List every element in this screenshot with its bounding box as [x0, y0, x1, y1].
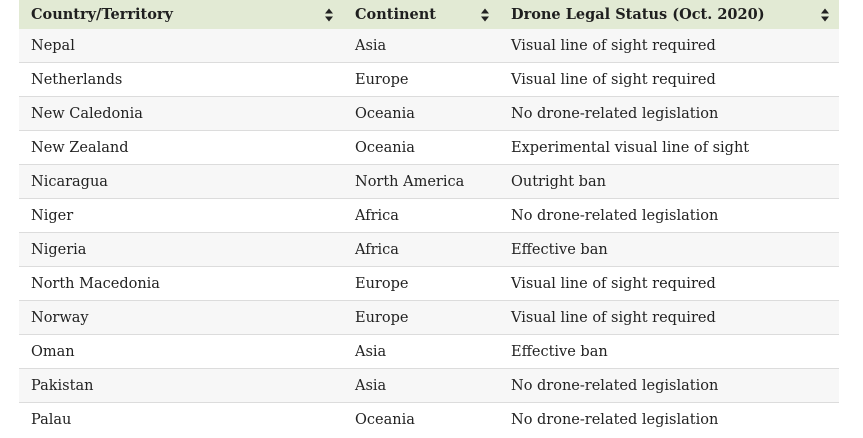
cell-country: Pakistan [19, 368, 343, 403]
cell-continent: Africa [343, 198, 499, 233]
cell-continent: Europe [343, 300, 499, 335]
cell-country: Netherlands [19, 62, 343, 97]
cell-legal-status: No drone-related legislation [499, 402, 839, 436]
table-row: Oman Asia Effective ban [19, 334, 839, 369]
column-header-label: Drone Legal Status (Oct. 2020) [511, 6, 765, 23]
table-row: New Zealand Oceania Experimental visual li… [19, 130, 839, 165]
cell-continent: Asia [343, 29, 499, 63]
cell-legal-status: Effective ban [499, 232, 839, 267]
cell-legal-status: Effective ban [499, 334, 839, 369]
cell-legal-status: Visual line of sight required [499, 29, 839, 63]
table-row: Norway Europe Visual line of sight require… [19, 300, 839, 335]
cell-legal-status: No drone-related legislation [499, 96, 839, 131]
drone-law-table-container: Country/Territory Continent Drone Legal … [19, 0, 839, 436]
cell-continent: Europe [343, 62, 499, 97]
cell-legal-status: Visual line of sight required [499, 266, 839, 301]
table-body: Nepal Asia Visual line of sight required Ne… [19, 29, 839, 436]
cell-country: Nigeria [19, 232, 343, 267]
cell-continent: Asia [343, 368, 499, 403]
cell-legal-status: Experimental visual line of sight [499, 130, 839, 165]
column-header-label: Country/Territory [31, 6, 173, 23]
cell-continent: Asia [343, 334, 499, 369]
table-row: Nepal Asia Visual line of sight required [19, 29, 839, 63]
cell-country: Nicaragua [19, 164, 343, 199]
table-row: North Macedonia Europe Visual line of sigh… [19, 266, 839, 301]
table-row: Pakistan Asia No drone-related legislation [19, 368, 839, 403]
table-row: Nicaragua North America Outright ban [19, 164, 839, 199]
cell-continent: Oceania [343, 402, 499, 436]
column-header-legal-status[interactable]: Drone Legal Status (Oct. 2020) [499, 0, 839, 29]
cell-country: Palau [19, 402, 343, 436]
cell-country: Norway [19, 300, 343, 335]
cell-country: Nepal [19, 29, 343, 63]
table-row: Niger Africa No drone-related legislation [19, 198, 839, 233]
cell-country: Oman [19, 334, 343, 369]
cell-continent: Oceania [343, 130, 499, 165]
cell-continent: Oceania [343, 96, 499, 131]
cell-country: North Macedonia [19, 266, 343, 301]
table-row: New Caledonia Oceania No drone-related leg… [19, 96, 839, 131]
cell-legal-status: Visual line of sight required [499, 300, 839, 335]
cell-legal-status: Visual line of sight required [499, 62, 839, 97]
cell-continent: Africa [343, 232, 499, 267]
sort-up-down-icon[interactable] [325, 8, 333, 21]
sort-up-down-icon[interactable] [481, 8, 489, 21]
cell-legal-status: No drone-related legislation [499, 368, 839, 403]
cell-continent: North America [343, 164, 499, 199]
table-row: Palau Oceania No drone-related legislation [19, 402, 839, 436]
sort-up-down-icon[interactable] [821, 8, 829, 21]
cell-country: New Caledonia [19, 96, 343, 131]
table-row: Nigeria Africa Effective ban [19, 232, 839, 267]
cell-country: New Zealand [19, 130, 343, 165]
cell-continent: Europe [343, 266, 499, 301]
cell-country: Niger [19, 198, 343, 233]
column-header-continent[interactable]: Continent [343, 0, 499, 29]
table-header-row: Country/Territory Continent Drone Legal … [19, 0, 839, 29]
drone-law-table: Country/Territory Continent Drone Legal … [19, 0, 839, 436]
cell-legal-status: Outright ban [499, 164, 839, 199]
column-header-country[interactable]: Country/Territory [19, 0, 343, 29]
column-header-label: Continent [355, 6, 436, 23]
cell-legal-status: No drone-related legislation [499, 198, 839, 233]
table-row: Netherlands Europe Visual line of sight re… [19, 62, 839, 97]
